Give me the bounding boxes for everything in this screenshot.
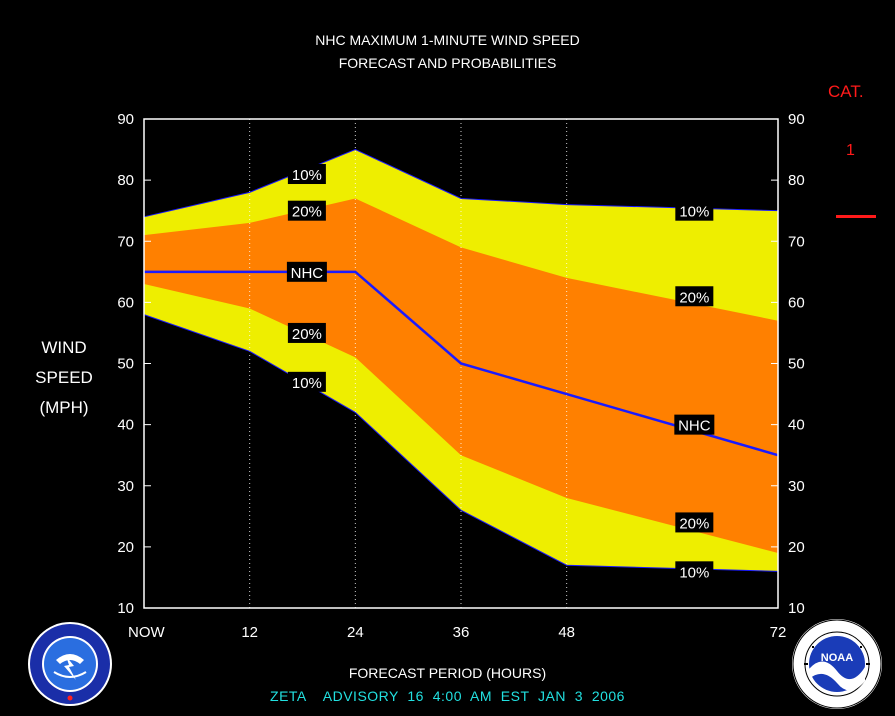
- y-tick-label-right: 40: [788, 417, 805, 434]
- x-tick-label: 24: [347, 624, 364, 641]
- y-axis-label-line3: (MPH): [39, 398, 89, 417]
- annotation-box: [674, 414, 715, 435]
- y-tick-label-left: 10: [117, 600, 134, 617]
- x-axis-label: FORECAST PERIOD (HOURS): [348, 665, 547, 681]
- x-tick-label: NOW: [128, 624, 166, 641]
- y-tick-label-left: 30: [117, 478, 134, 495]
- annotation-label: 10%: [292, 375, 322, 392]
- annotation-box: [675, 561, 714, 582]
- x-tick-label: 72: [770, 624, 787, 641]
- category-value: 1: [846, 142, 855, 159]
- y-tick-label-left: 80: [117, 172, 134, 189]
- annotation-box: [286, 261, 327, 282]
- y-tick-label-left: 50: [117, 356, 134, 373]
- annotation-label: 20%: [292, 326, 322, 343]
- annotation-label: 10%: [292, 167, 322, 184]
- annotation-box: [287, 164, 326, 185]
- chart-title-line2: FORECAST AND PROBABILITIES: [338, 55, 557, 71]
- y-tick-label-left: 60: [117, 294, 134, 311]
- series-line-0: [143, 149, 779, 218]
- annotation-box: [675, 512, 714, 533]
- noaa-logo: NOAA: [792, 619, 882, 709]
- y-tick-label-left: 40: [117, 417, 134, 434]
- chart-title-line1: NHC MAXIMUM 1-MINUTE WIND SPEED: [315, 32, 580, 48]
- nws-logo: [28, 622, 112, 706]
- nhc-forecast-line: [144, 270, 779, 457]
- annotation-label: NHC: [678, 418, 711, 435]
- annotation-label: 10%: [679, 564, 709, 581]
- advisory-line: ZETA ADVISORY 16 4:00 AM EST JAN 3 2006: [270, 688, 625, 704]
- y-axis-label-line2: SPEED: [35, 368, 93, 387]
- annotation-box: [287, 322, 326, 343]
- y-tick-label-left: 90: [117, 111, 134, 128]
- x-tick-label: 12: [241, 624, 258, 641]
- y-tick-label-right: 50: [788, 356, 805, 373]
- y-tick-label-right: 20: [788, 539, 805, 556]
- y-tick-label-right: 80: [788, 172, 805, 189]
- annotation-label: NHC: [291, 265, 324, 282]
- annotation-box: [675, 286, 714, 307]
- annotation-label: 20%: [292, 204, 322, 221]
- annotation-label: 20%: [679, 289, 709, 306]
- y-tick-label-right: 10: [788, 600, 805, 617]
- annotation-label: 10%: [679, 204, 709, 221]
- y-tick-label-right: 30: [788, 478, 805, 495]
- annotation-box: [675, 200, 714, 221]
- category-indicator-line: [836, 215, 876, 218]
- y-tick-label-left: 20: [117, 539, 134, 556]
- x-tick-label: 48: [558, 624, 575, 641]
- annotation-box: [287, 371, 326, 392]
- y-tick-label-right: 70: [788, 233, 805, 250]
- y-tick-label-right: 60: [788, 294, 805, 311]
- y-tick-label-left: 70: [117, 233, 134, 250]
- y-tick-label-right: 90: [788, 111, 805, 128]
- noaa-logo-text: NOAA: [821, 652, 853, 664]
- annotation-box: [287, 200, 326, 221]
- series-line-4: [143, 314, 779, 572]
- annotation-label: 20%: [679, 515, 709, 532]
- category-label: CAT.: [828, 82, 864, 101]
- y-axis-label-line1: WIND: [41, 338, 87, 357]
- x-tick-label: 36: [453, 624, 470, 641]
